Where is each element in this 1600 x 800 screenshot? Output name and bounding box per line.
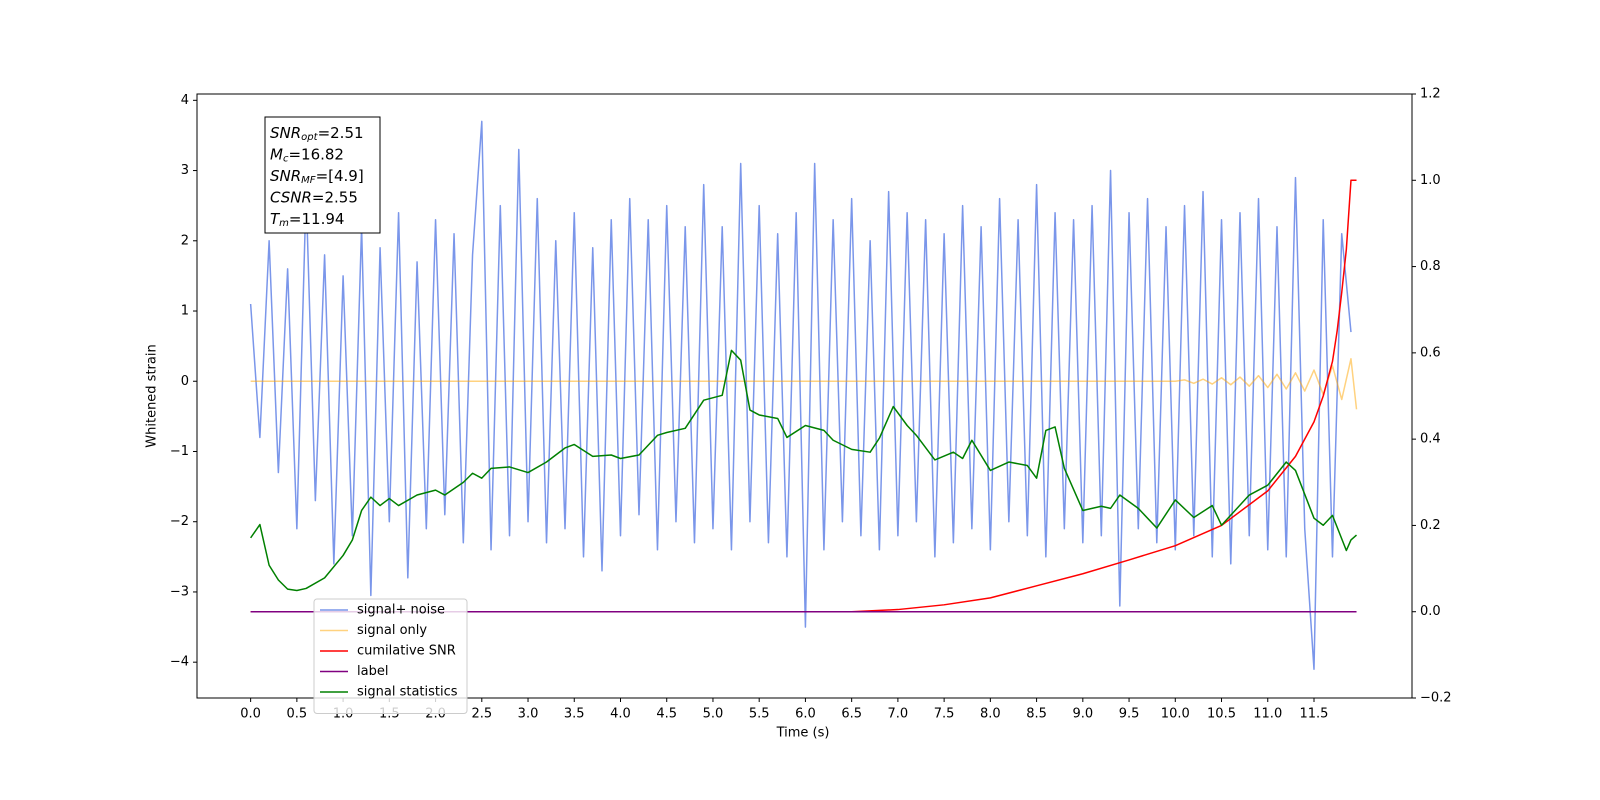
y-tick-label: 4: [181, 93, 189, 108]
annotation-line: CSNR=2.55: [270, 188, 358, 206]
plot-frame: [196, 93, 1413, 699]
y-tick-label: 0: [181, 374, 189, 389]
legend-label: signal only: [357, 623, 427, 638]
annotation-main: M: [270, 145, 283, 163]
x-tick-label: 3.5: [564, 707, 585, 722]
x-tick-label: 5.5: [749, 707, 770, 722]
x-tick-label: 10.5: [1207, 707, 1236, 722]
series-line: [249, 120, 1352, 670]
y-tick-label: −2: [170, 514, 189, 529]
annotation-value: =11.94: [289, 210, 345, 228]
legend-label: signal statistics: [357, 685, 458, 700]
y2-tick-label: 0.2: [1420, 518, 1441, 533]
x-tick-label: 11.5: [1300, 707, 1329, 722]
y2-tick-label: 1.0: [1420, 173, 1441, 188]
annotation-main: SNR: [270, 167, 301, 185]
x-tick-label: 3.0: [518, 707, 539, 722]
y-axis-label: Whitened strain: [145, 344, 160, 447]
series-line: [250, 349, 1358, 592]
x-tick-label: 11.0: [1253, 707, 1282, 722]
legend-frame: [313, 598, 468, 714]
x-tick-label: 2.5: [471, 707, 492, 722]
legend-label: label: [357, 664, 388, 679]
legend-label: signal+ noise: [357, 603, 445, 618]
x-tick-label: 6.0: [795, 707, 816, 722]
y2-tick-label: 0.0: [1420, 604, 1441, 619]
annotation-sub: c: [283, 154, 289, 165]
x-tick-label: 0.5: [287, 707, 308, 722]
annotation-line: Mc=16.82: [270, 145, 344, 165]
y-tick-label: 3: [181, 163, 189, 178]
annotation-value: =16.82: [288, 145, 344, 163]
y2-tick-label: 0.6: [1420, 345, 1441, 360]
y2-tick-label: 0.8: [1420, 259, 1441, 274]
y-tick-label: 2: [181, 233, 189, 248]
annotation-box: SNRopt=2.51Mc=16.82SNRMF=[4.9]CSNR=2.55T…: [264, 116, 381, 234]
annotation-main: T: [270, 210, 281, 228]
annotation-value: =2.55: [312, 188, 358, 206]
annotation-sub: opt: [301, 132, 318, 143]
y-tick-label: −3: [170, 584, 189, 599]
y2-tick-label: −0.2: [1420, 691, 1452, 706]
x-tick-label: 4.5: [656, 707, 677, 722]
y-tick-label: 1: [181, 304, 189, 319]
annotation-main: CSNR: [270, 188, 312, 206]
x-tick-label: 0.0: [240, 707, 261, 722]
x-tick-label: 5.0: [703, 707, 724, 722]
x-tick-label: 8.5: [1026, 707, 1047, 722]
x-tick-label: 4.0: [610, 707, 631, 722]
x-axis-label: Time (s): [776, 726, 830, 741]
annotation-line: SNRopt=2.51: [270, 124, 364, 144]
x-tick-label: 9.0: [1072, 707, 1093, 722]
x-tick-label: 9.5: [1119, 707, 1140, 722]
x-tick-label: 8.0: [980, 707, 1001, 722]
y-tick-label: −1: [170, 444, 189, 459]
x-tick-label: 7.5: [934, 707, 955, 722]
y2-tick-label: 0.4: [1420, 432, 1441, 447]
annotation-sub: m: [279, 218, 289, 229]
annotation-value: =[4.9]: [316, 167, 364, 185]
legend: signal+ noise signal only cumilative SNR la…: [313, 598, 468, 714]
annotation-sub: MF: [301, 175, 316, 186]
series-line: [250, 179, 1357, 613]
y-tick-label: −4: [170, 655, 189, 670]
x-tick-label: 7.0: [888, 707, 909, 722]
annotation-main: SNR: [270, 124, 301, 142]
annotation-value: =2.51: [318, 124, 364, 142]
annotation-line: Tm=11.94: [270, 210, 344, 230]
annotation-line: SNRMF=[4.9]: [270, 167, 364, 187]
annotation-frame: [264, 116, 381, 234]
y2-tick-label: 1.2: [1420, 87, 1441, 102]
x-tick-label: 10.0: [1161, 707, 1190, 722]
x-tick-label: 6.5: [841, 707, 862, 722]
legend-label: cumilative SNR: [357, 644, 456, 659]
